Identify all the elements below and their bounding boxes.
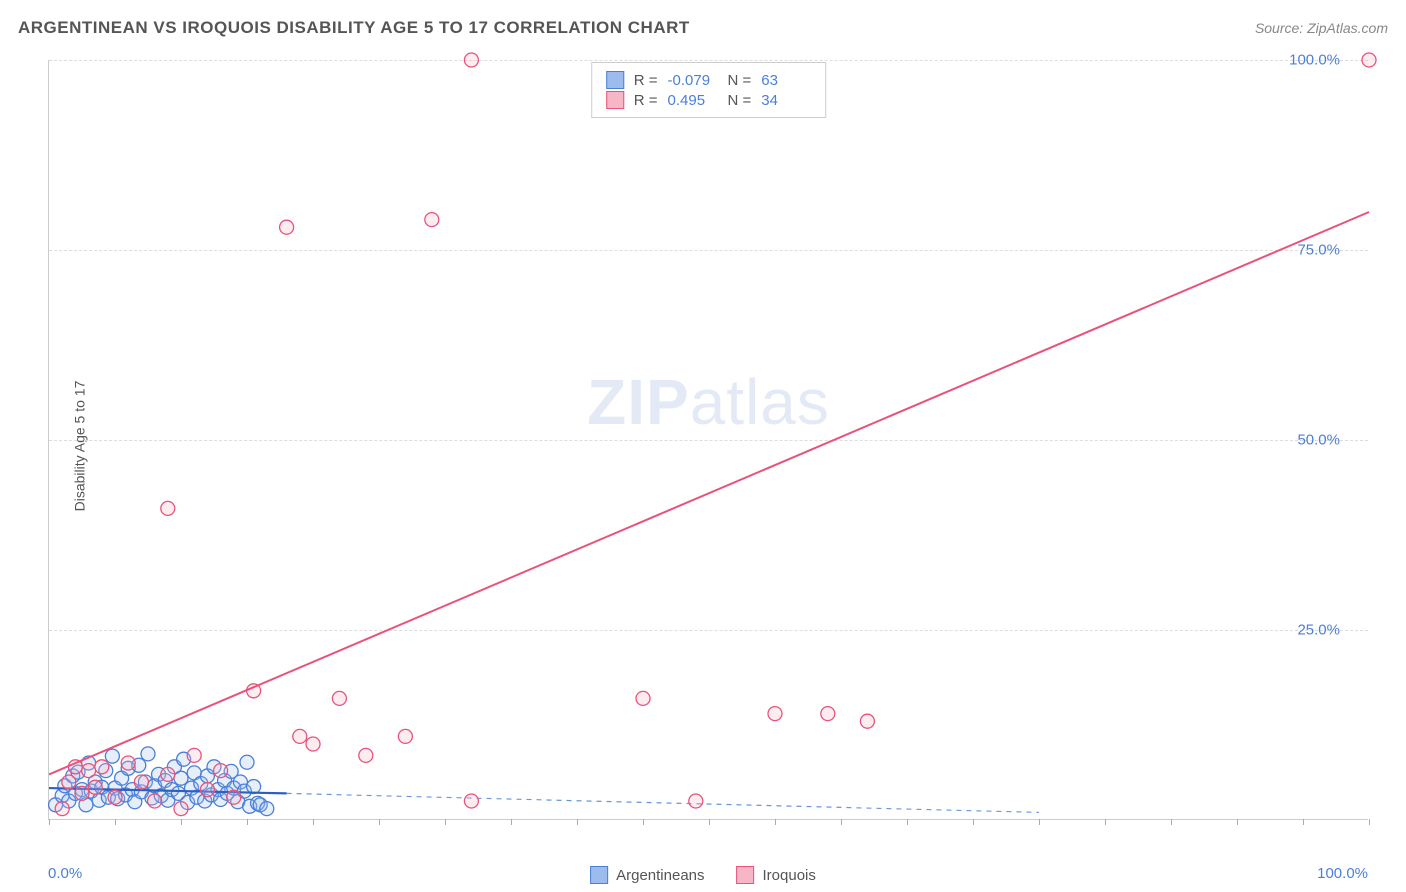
swatch-icon [606, 91, 624, 109]
data-point [141, 747, 155, 761]
swatch-icon [606, 71, 624, 89]
legend: Argentineans Iroquois [590, 866, 816, 884]
stat-label-r: R = [634, 92, 658, 109]
data-point [280, 220, 294, 234]
stat-n-value: 63 [761, 72, 811, 89]
data-point [821, 707, 835, 721]
legend-item: Iroquois [737, 866, 816, 884]
data-point [134, 775, 148, 789]
data-point [359, 748, 373, 762]
data-point [1362, 53, 1376, 67]
data-point [398, 729, 412, 743]
x-axis-max-label: 100.0% [1317, 865, 1368, 882]
data-point [148, 794, 162, 808]
stat-label-r: R = [634, 72, 658, 89]
swatch-icon [737, 866, 755, 884]
data-point [121, 756, 135, 770]
data-point [464, 794, 478, 808]
data-point [260, 802, 274, 816]
swatch-icon [590, 866, 608, 884]
stat-label-n: N = [728, 72, 752, 89]
stats-row: R = 0.495 N = 34 [606, 91, 812, 109]
data-point [108, 790, 122, 804]
data-point [187, 748, 201, 762]
data-point [306, 737, 320, 751]
data-point [227, 790, 241, 804]
data-point [464, 53, 478, 67]
data-point [240, 755, 254, 769]
data-point [161, 767, 175, 781]
plot-area: ZIPatlas 25.0%50.0%75.0%100.0% R = -0.07… [48, 60, 1368, 820]
stats-row: R = -0.079 N = 63 [606, 71, 812, 89]
scatter-svg [49, 60, 1368, 819]
data-point [75, 786, 89, 800]
data-point [88, 780, 102, 794]
data-point [425, 213, 439, 227]
data-point [214, 764, 228, 778]
data-point [332, 691, 346, 705]
stat-n-value: 34 [761, 92, 811, 109]
data-point [174, 802, 188, 816]
trend-line-extension [287, 793, 1039, 812]
data-point [636, 691, 650, 705]
data-point [293, 729, 307, 743]
stat-r-value: 0.495 [668, 92, 718, 109]
stats-box: R = -0.079 N = 63 R = 0.495 N = 34 [591, 62, 827, 118]
stat-r-value: -0.079 [668, 72, 718, 89]
data-point [689, 794, 703, 808]
data-point [55, 802, 69, 816]
data-point [161, 501, 175, 515]
data-point [200, 783, 214, 797]
data-point [62, 775, 76, 789]
trend-line [49, 212, 1369, 774]
chart-title: ARGENTINEAN VS IROQUOIS DISABILITY AGE 5… [18, 18, 690, 38]
source-credit: Source: ZipAtlas.com [1255, 20, 1388, 36]
data-point [105, 749, 119, 763]
legend-item: Argentineans [590, 866, 704, 884]
legend-label: Iroquois [763, 867, 816, 884]
legend-label: Argentineans [616, 867, 704, 884]
data-point [768, 707, 782, 721]
x-axis-min-label: 0.0% [48, 865, 82, 882]
data-point [860, 714, 874, 728]
data-point [82, 764, 96, 778]
stat-label-n: N = [728, 92, 752, 109]
data-point [95, 760, 109, 774]
